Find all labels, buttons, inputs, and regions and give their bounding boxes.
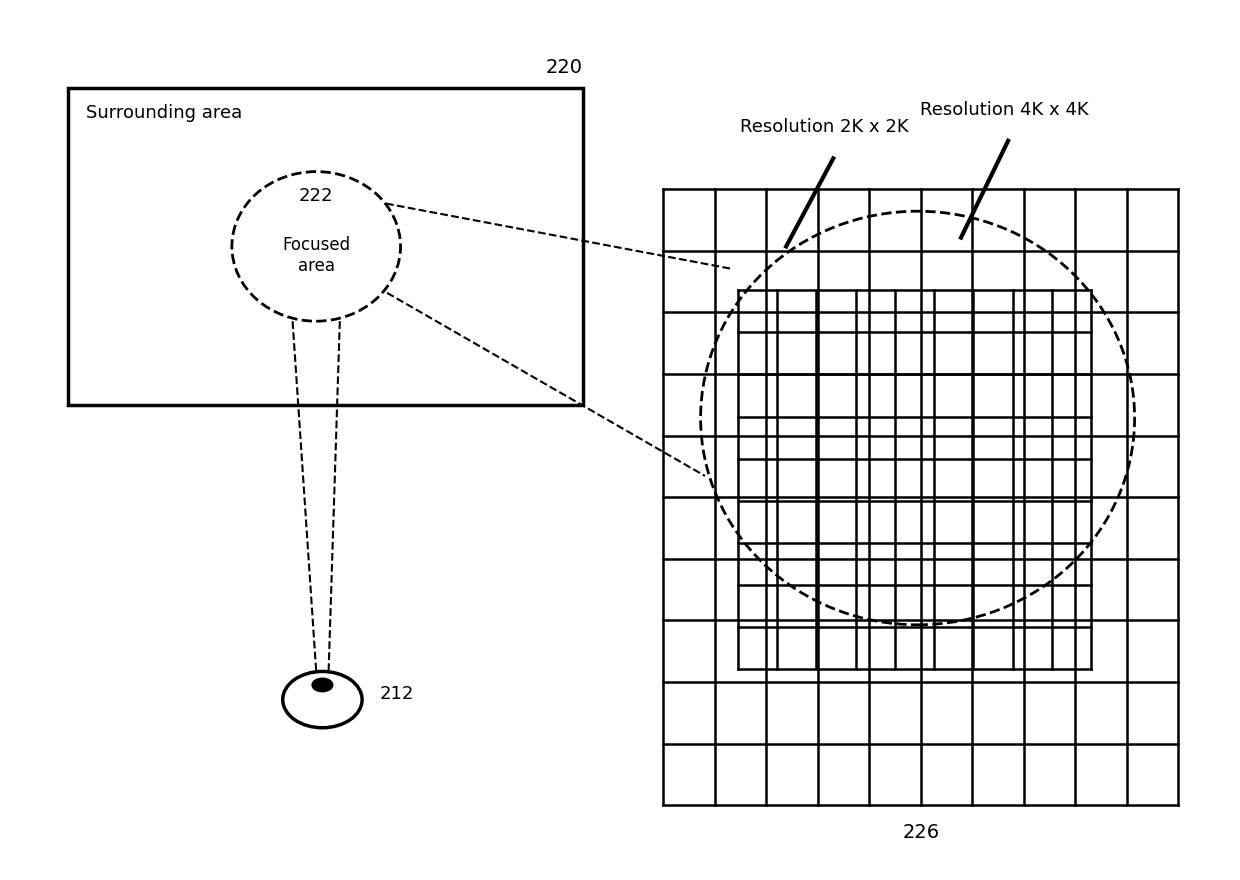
Ellipse shape (312, 678, 332, 692)
Text: Resolution 4K x 4K: Resolution 4K x 4K (920, 101, 1089, 119)
Text: 226: 226 (903, 823, 939, 842)
Text: Resolution 2K x 2K: Resolution 2K x 2K (740, 119, 909, 136)
Text: Focused
area: Focused area (283, 236, 350, 275)
Text: 222: 222 (299, 187, 334, 205)
Circle shape (283, 671, 362, 728)
Text: 212: 212 (379, 685, 414, 703)
Bar (68, 88, 583, 405)
Text: 220: 220 (546, 58, 583, 77)
Ellipse shape (232, 172, 401, 321)
Text: Surrounding area: Surrounding area (86, 104, 242, 121)
